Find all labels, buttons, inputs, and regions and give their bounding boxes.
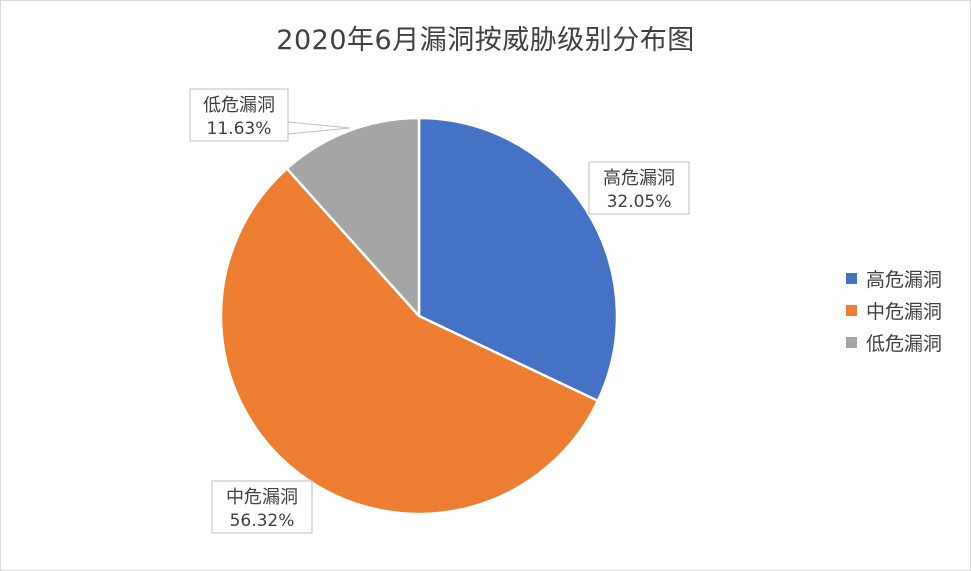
legend-swatch-medium [846,304,857,316]
legend-swatch-low [846,336,857,348]
data-label-box-high [588,161,690,215]
chart-title: 2020年6月漏洞按威胁级别分布图 [276,25,695,56]
legend: 高危漏洞 中危漏洞 低危漏洞 [846,262,942,358]
leader-line-low [287,121,351,135]
legend-item-medium: 中危漏洞 [846,294,942,326]
data-label-value-low: 11.63% [207,119,272,139]
data-label-category-high: 高危漏洞 [603,168,675,189]
data-label-low: 低危漏洞 11.63% [189,88,289,142]
legend-label-high: 高危漏洞 [866,268,943,291]
pie-slice-medium [219,167,600,516]
data-label-category-medium: 中危漏洞 [226,487,298,508]
data-label-value-high: 32.05% [607,192,672,212]
data-label-medium: 中危漏洞 56.32% [211,480,313,534]
data-label-value-medium: 56.32% [230,511,295,531]
data-label-box-medium [211,480,313,534]
data-label-box-low [189,88,289,142]
legend-item-high: 高危漏洞 [846,262,942,294]
pie-slice-low [285,116,421,318]
data-label-category-low: 低危漏洞 [203,95,275,116]
pie-slice-high [417,116,619,403]
data-label-high: 高危漏洞 32.05% [588,161,690,215]
legend-swatch-high [846,272,857,284]
legend-label-medium: 中危漏洞 [866,300,943,323]
legend-item-low: 低危漏洞 [846,326,942,358]
legend-label-low: 低危漏洞 [866,332,943,355]
